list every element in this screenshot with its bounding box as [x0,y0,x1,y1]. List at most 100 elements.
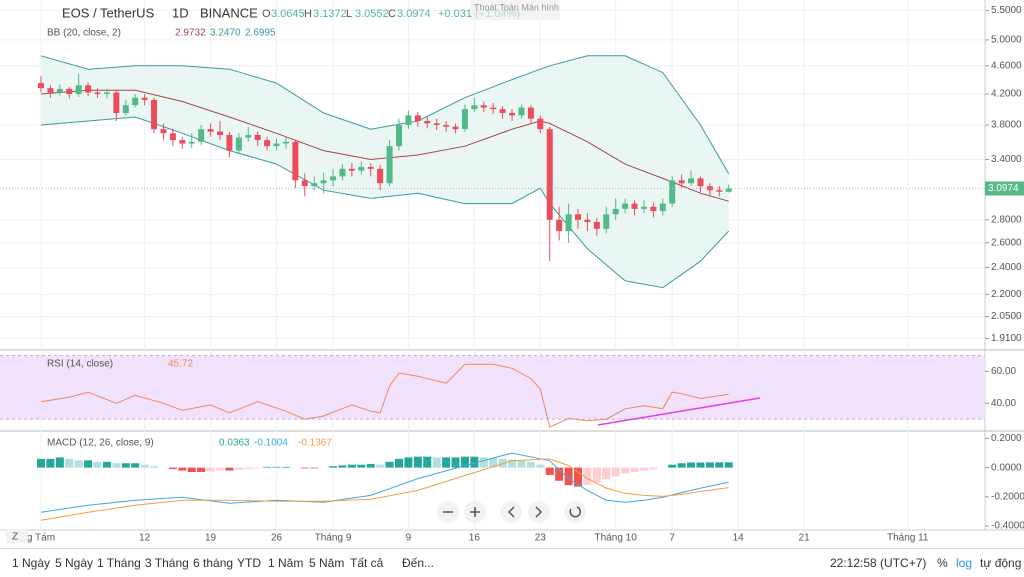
candle-body [725,188,732,192]
histogram-bar [630,467,639,473]
histogram-bar [347,464,356,468]
candle-body [659,203,666,212]
histogram-bar [573,467,582,487]
scroll-left[interactable] [500,501,522,523]
last-price-label: 3.0974 [988,183,1019,194]
rsi-band [0,355,985,420]
histogram-bar [300,467,309,469]
candle-body [546,129,553,220]
candle-body [490,107,497,110]
candle-body [94,92,101,94]
range-button[interactable]: 5 Ngày [55,556,94,570]
histogram-bar [366,463,375,468]
range-button[interactable]: 1 Ngày [12,556,51,570]
range-button[interactable]: Tất cả [350,556,384,570]
histogram-bar [611,467,620,477]
histogram-bar [234,467,243,470]
candle-body [169,133,176,141]
bb-line [40,116,730,289]
x-tick-label: g Tám [27,533,55,544]
range-button[interactable]: YTD [237,556,261,570]
candle-body [433,123,440,126]
candle-body [377,168,384,184]
histogram-bar [592,467,601,483]
x-tick-label: 12 [139,533,151,544]
x-tick-label: 21 [799,533,811,544]
log-button[interactable]: log [956,556,973,570]
bb-fill [41,55,729,288]
candle-body [706,186,713,191]
candle-body [56,88,63,93]
histogram-bar [310,467,319,469]
change: +0.031 [438,8,472,20]
histogram-bar [649,467,658,470]
candle-body [235,137,242,151]
y-tick-label: 3.8000 [991,120,1022,131]
histogram-bar [413,456,422,468]
zoom-button[interactable] [6,529,28,543]
histogram-bar [696,462,705,468]
range-button[interactable]: 6 tháng [193,556,234,570]
histogram-bar [263,466,272,468]
candle-body [716,190,723,192]
candle-body [292,141,299,181]
range-button[interactable]: 1 Năm [268,556,304,570]
histogram-bar [168,467,177,470]
x-tick-label: 19 [205,533,217,544]
histogram-bar [121,463,130,468]
candle-body [688,178,695,184]
histogram-bar [253,467,262,469]
candle-body [273,143,280,147]
histogram-bar [178,467,187,471]
reset[interactable] [564,501,586,523]
candle-body [207,129,214,132]
y-tick-label: 2.6000 [991,237,1022,248]
candle-body [47,88,54,93]
bb-value: 2.6995 [245,28,276,39]
candle-body [697,178,704,187]
auto-button[interactable]: tự động [980,556,1022,570]
x-tick-label: 16 [469,533,481,544]
candle-body [141,97,148,100]
histogram-bar [338,465,347,468]
ohlc-value: 3.1372 [313,8,347,20]
x-tick-label: 26 [271,533,283,544]
percent-button[interactable]: % [937,556,948,570]
y-tick-label: 2.8000 [991,214,1022,225]
bb-value: 3.2470 [210,28,241,39]
candle-body [339,168,346,177]
histogram-bar [668,464,677,468]
toolbar: Đến... 22:12:58 (UTC+7) % log tự động 1 … [0,548,1024,577]
x-tick-label: Tháng 9 [315,533,352,544]
indicator-name: BB (20, close, 2) [47,28,121,39]
histogram-bar [536,464,545,468]
symbol: EOS / TetherUS [62,5,155,20]
histogram-bar [150,466,159,468]
histogram-bar [385,461,394,468]
candle-body [612,208,619,215]
candle-body [132,97,139,106]
y-tick-label: 2.2000 [991,289,1022,300]
candle-body [518,107,525,116]
ohlc-value: 3.0974 [397,8,431,20]
range-button[interactable]: 3 Tháng [145,556,189,570]
candle-body [264,140,271,147]
histogram-bar [394,458,403,468]
histogram-bar [442,457,451,468]
goto-button[interactable]: Đến... [402,556,435,570]
scroll-right[interactable] [528,501,550,523]
ohlc-value: 3.0645 [271,8,305,20]
range-button[interactable]: 5 Năm [309,556,345,570]
candle-body [565,214,572,232]
y-tick-label: 4.2000 [991,89,1022,100]
candle-body [188,141,195,144]
range-button[interactable]: 1 Tháng [97,556,141,570]
ohlc-label: O [262,8,271,20]
histogram-bar [621,467,630,474]
y-tick-label: 1.9100 [991,333,1022,344]
candle-body [509,113,516,116]
icon [535,506,543,518]
candle-body [405,115,412,126]
rsi-value: 45.72 [168,359,193,370]
candle-body [75,85,82,94]
